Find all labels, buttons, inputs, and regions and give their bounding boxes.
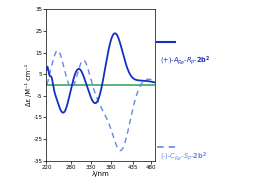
Y-axis label: Δε /M⁻¹ cm⁻¹: Δε /M⁻¹ cm⁻¹ [25, 64, 32, 106]
X-axis label: λ/nm: λ/nm [92, 171, 109, 177]
Text: (-)-$C_{Re}$-$S_P$-$\mathbf{2b^2}$: (-)-$C_{Re}$-$S_P$-$\mathbf{2b^2}$ [160, 151, 207, 163]
Text: (+)-$A_{Re}$-$R_P$-$\mathbf{2b^2}$: (+)-$A_{Re}$-$R_P$-$\mathbf{2b^2}$ [160, 54, 211, 67]
